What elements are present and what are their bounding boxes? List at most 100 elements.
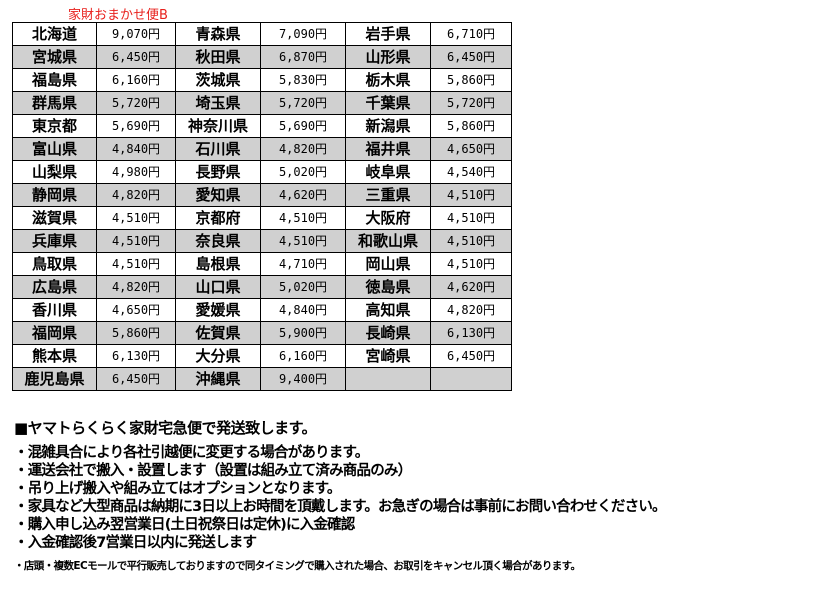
line-1: ・運送会社で搬入・設置します（設置は組み立て済み商品のみ） [14, 463, 412, 479]
price-cell: 4,510円 [96, 252, 176, 276]
price-cell: 6,130円 [96, 344, 176, 368]
price-cell: 5,860円 [430, 68, 512, 92]
table-row: 福島県 6,160円 茨城県 5,830円 栃木県 5,860円 [12, 68, 512, 92]
prefecture-cell: 山口県 [175, 275, 261, 299]
price-cell: 6,450円 [96, 45, 176, 69]
price-cell: 6,870円 [260, 45, 346, 69]
price-cell: 4,980円 [96, 160, 176, 184]
prefecture-cell: 鳥取県 [12, 252, 97, 276]
footnote: ・店頭・複数ECモールで平行販売しておりますので同タイミングで購入された場合、お… [14, 560, 581, 572]
prefecture-cell [345, 367, 431, 391]
price-cell: 5,900円 [260, 321, 346, 345]
price-cell: 4,820円 [96, 275, 176, 299]
prefecture-cell: 京都府 [175, 206, 261, 230]
prefecture-cell: 宮崎県 [345, 344, 431, 368]
prefecture-cell: 沖縄県 [175, 367, 261, 391]
prefecture-cell: 栃木県 [345, 68, 431, 92]
price-cell: 4,650円 [96, 298, 176, 322]
price-cell: 4,620円 [260, 183, 346, 207]
line-2: ・吊り上げ搬入や組み立てはオプションとなります。 [14, 481, 341, 497]
price-cell: 4,510円 [430, 252, 512, 276]
price-cell: 4,510円 [430, 206, 512, 230]
prefecture-cell: 茨城県 [175, 68, 261, 92]
prefecture-cell: 鹿児島県 [12, 367, 97, 391]
table-row: 鹿児島県 6,450円 沖縄県 9,400円 [12, 367, 512, 391]
shipping-notes: ■ヤマトらくらく家財宅急便で発送致します。 ・混雑具合により各社引越便に変更する… [14, 417, 667, 552]
line-3: ・家具など大型商品は納期に3日以上お時間を頂戴します。お急ぎの場合は事前にお問い… [14, 499, 667, 515]
price-cell: 4,510円 [96, 229, 176, 253]
prefecture-cell: 広島県 [12, 275, 97, 299]
price-cell: 4,540円 [430, 160, 512, 184]
prefecture-cell: 宮城県 [12, 45, 97, 69]
table-row: 北海道 9,070円 青森県 7,090円 岩手県 6,710円 [12, 22, 512, 46]
page-title: 家財おまかせ便B [68, 8, 168, 23]
prefecture-cell: 島根県 [175, 252, 261, 276]
prefecture-cell: 北海道 [12, 22, 97, 46]
price-cell: 4,820円 [96, 183, 176, 207]
prefecture-cell: 大阪府 [345, 206, 431, 230]
prefecture-cell: 東京都 [12, 114, 97, 138]
prefecture-cell: 香川県 [12, 298, 97, 322]
price-cell: 6,450円 [96, 367, 176, 391]
prefecture-cell: 山梨県 [12, 160, 97, 184]
table-row: 滋賀県 4,510円 京都府 4,510円 大阪府 4,510円 [12, 206, 512, 230]
price-cell: 5,720円 [96, 91, 176, 115]
table-row: 鳥取県 4,510円 島根県 4,710円 岡山県 4,510円 [12, 252, 512, 276]
table-row: 熊本県 6,130円 大分県 6,160円 宮崎県 6,450円 [12, 344, 512, 368]
price-cell: 9,070円 [96, 22, 176, 46]
price-cell: 6,450円 [430, 344, 512, 368]
prefecture-cell: 兵庫県 [12, 229, 97, 253]
prefecture-cell: 群馬県 [12, 91, 97, 115]
table-row: 富山県 4,840円 石川県 4,820円 福井県 4,650円 [12, 137, 512, 161]
prefecture-cell: 福井県 [345, 137, 431, 161]
price-cell: 4,620円 [430, 275, 512, 299]
prefecture-cell: 佐賀県 [175, 321, 261, 345]
table-row: 山梨県 4,980円 長野県 5,020円 岐阜県 4,540円 [12, 160, 512, 184]
price-cell: 4,820円 [260, 137, 346, 161]
price-cell: 4,840円 [260, 298, 346, 322]
price-cell: 6,160円 [96, 68, 176, 92]
price-cell: 6,710円 [430, 22, 512, 46]
price-cell: 6,450円 [430, 45, 512, 69]
table-row: 兵庫県 4,510円 奈良県 4,510円 和歌山県 4,510円 [12, 229, 512, 253]
shipping-rate-table: 北海道 9,070円 青森県 7,090円 岩手県 6,710円 宮城県 6,450円 秋田県 6… [12, 22, 512, 391]
prefecture-cell: 神奈川県 [175, 114, 261, 138]
table-row: 香川県 4,650円 愛媛県 4,840円 高知県 4,820円 [12, 298, 512, 322]
prefecture-cell: 静岡県 [12, 183, 97, 207]
price-cell [430, 367, 512, 391]
prefecture-cell: 長崎県 [345, 321, 431, 345]
price-cell: 4,650円 [430, 137, 512, 161]
price-cell: 5,690円 [260, 114, 346, 138]
prefecture-cell: 石川県 [175, 137, 261, 161]
notes-heading: ■ヤマトらくらく家財宅急便で発送致します。 [14, 419, 317, 437]
price-cell: 4,710円 [260, 252, 346, 276]
prefecture-cell: 大分県 [175, 344, 261, 368]
prefecture-cell: 新潟県 [345, 114, 431, 138]
table-row: 静岡県 4,820円 愛知県 4,620円 三重県 4,510円 [12, 183, 512, 207]
price-cell: 5,830円 [260, 68, 346, 92]
line-4: ・購入申し込み翌営業日(土日祝祭日は定休)に入金確認 [14, 517, 355, 533]
prefecture-cell: 岩手県 [345, 22, 431, 46]
prefecture-cell: 秋田県 [175, 45, 261, 69]
prefecture-cell: 岡山県 [345, 252, 431, 276]
price-cell: 4,510円 [430, 183, 512, 207]
price-cell: 6,130円 [430, 321, 512, 345]
prefecture-cell: 福島県 [12, 68, 97, 92]
prefecture-cell: 千葉県 [345, 91, 431, 115]
prefecture-cell: 愛知県 [175, 183, 261, 207]
price-cell: 4,840円 [96, 137, 176, 161]
prefecture-cell: 愛媛県 [175, 298, 261, 322]
price-cell: 5,720円 [260, 91, 346, 115]
price-cell: 5,690円 [96, 114, 176, 138]
prefecture-cell: 富山県 [12, 137, 97, 161]
table-row: 福岡県 5,860円 佐賀県 5,900円 長崎県 6,130円 [12, 321, 512, 345]
table-row: 群馬県 5,720円 埼玉県 5,720円 千葉県 5,720円 [12, 91, 512, 115]
prefecture-cell: 埼玉県 [175, 91, 261, 115]
line-5: ・入金確認後7営業日以内に発送します [14, 535, 257, 551]
prefecture-cell: 滋賀県 [12, 206, 97, 230]
price-cell: 5,860円 [96, 321, 176, 345]
prefecture-cell: 高知県 [345, 298, 431, 322]
price-cell: 5,860円 [430, 114, 512, 138]
prefecture-cell: 徳島県 [345, 275, 431, 299]
table-row: 広島県 4,820円 山口県 5,020円 徳島県 4,620円 [12, 275, 512, 299]
